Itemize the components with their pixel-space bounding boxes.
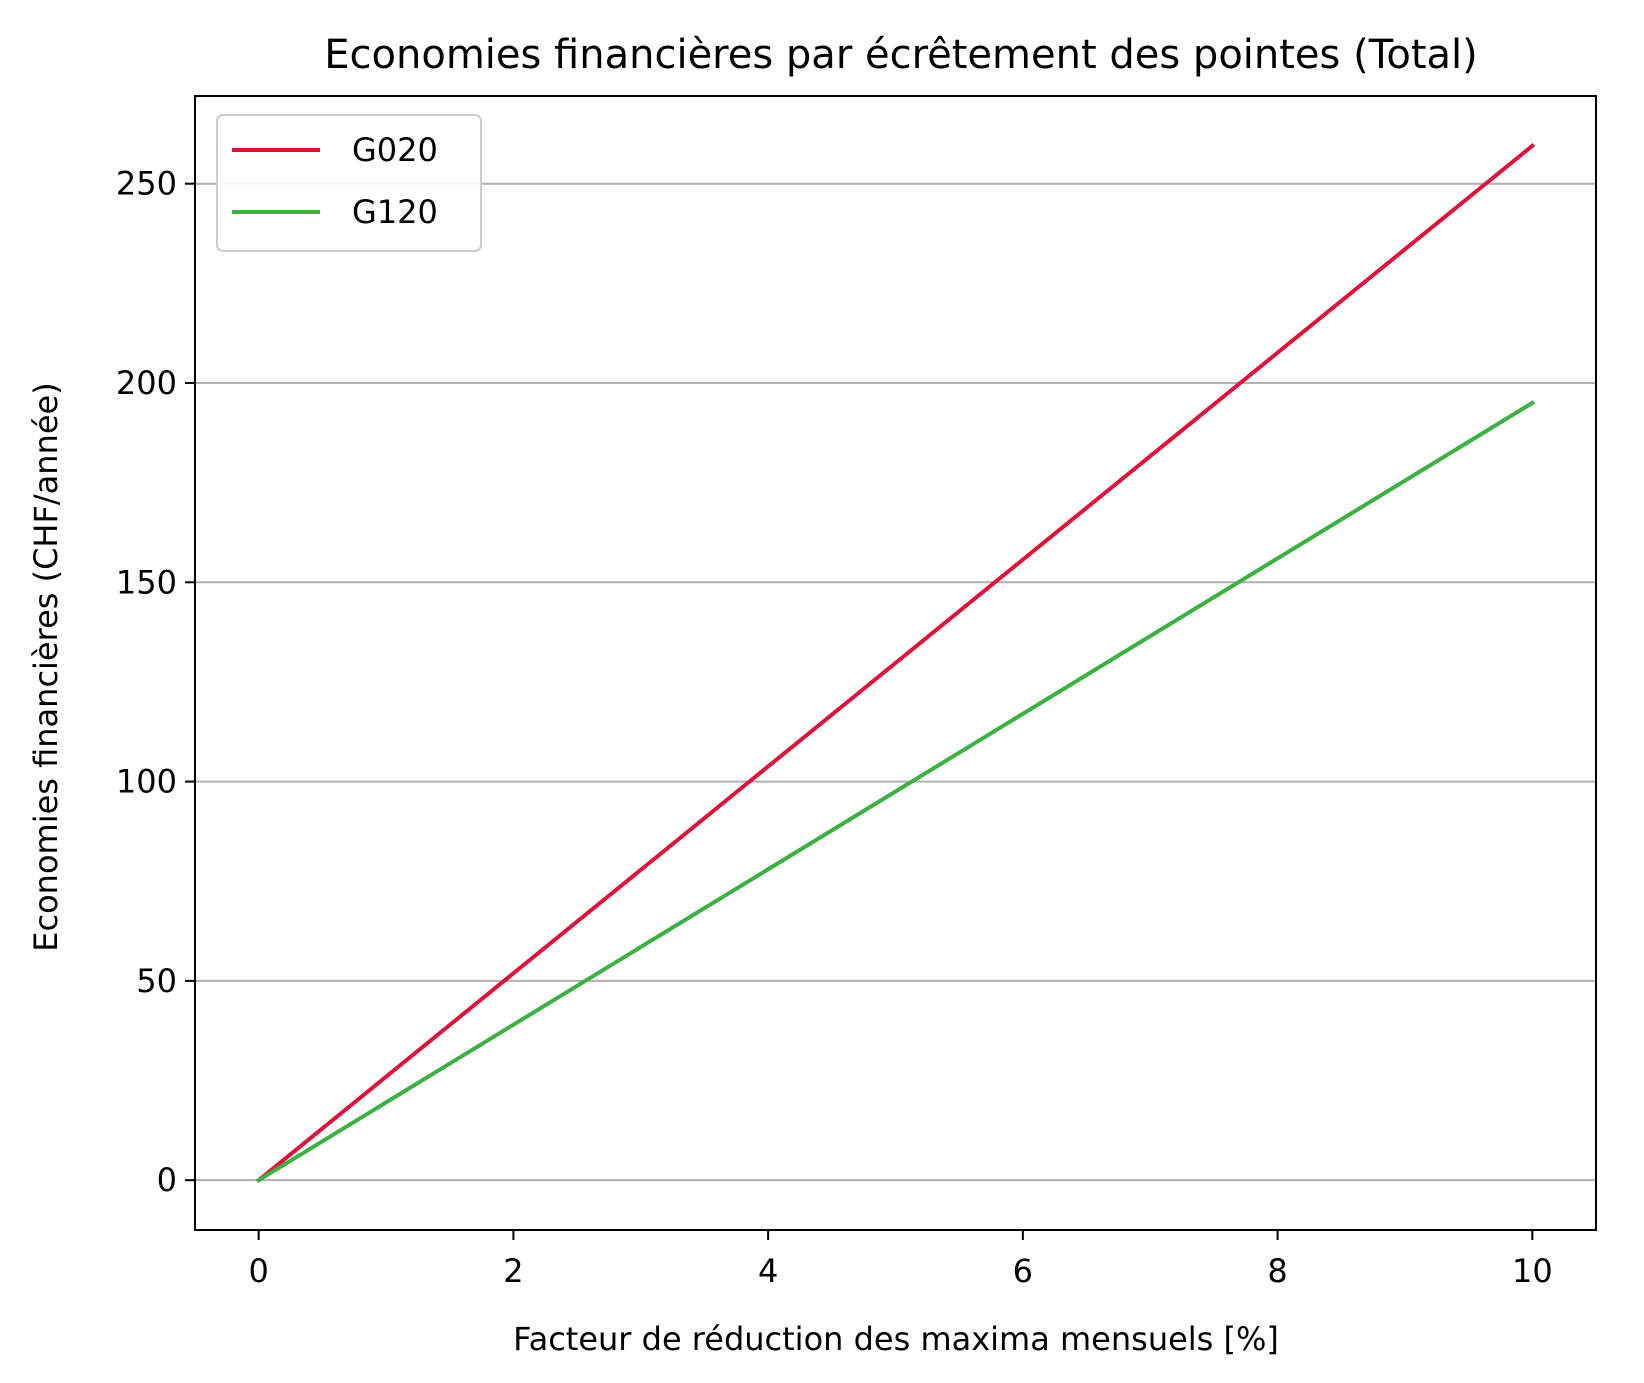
plot-frame (194, 95, 1597, 1231)
y-tick-label: 50 (136, 962, 177, 1000)
x-axis-label: Facteur de réduction des maxima mensuels… (513, 1320, 1279, 1358)
chart-title: Economies financières par écrêtement des… (324, 32, 1477, 78)
legend-label-g020: G020 (352, 131, 438, 169)
x-tick-label: 8 (1267, 1252, 1287, 1290)
legend: G020 G120 (216, 114, 482, 252)
y-axis-ticks: 0 50 100 150 200 250 (116, 165, 195, 1199)
x-tick-label: 4 (758, 1252, 778, 1290)
legend-box (216, 114, 482, 252)
x-tick-label: 6 (1013, 1252, 1033, 1290)
legend-label-g120: G120 (352, 193, 438, 231)
series-line-g120 (255, 400, 1536, 1183)
series-lines (255, 143, 1536, 1183)
y-tick-label: 0 (157, 1161, 177, 1199)
y-axis-label: Economies financières (CHF/année) (27, 382, 65, 951)
y-tick-label: 100 (116, 763, 177, 801)
x-axis-ticks: 0 2 4 6 8 10 (249, 1230, 1553, 1290)
y-gridlines (195, 182, 1596, 1182)
x-tick-label: 0 (249, 1252, 269, 1290)
y-tick-label: 250 (116, 165, 177, 203)
x-tick-label: 10 (1512, 1252, 1553, 1290)
x-tick-label: 2 (503, 1252, 523, 1290)
series-line-g020 (255, 143, 1536, 1183)
y-tick-label: 150 (116, 563, 177, 601)
y-tick-label: 200 (116, 364, 177, 402)
